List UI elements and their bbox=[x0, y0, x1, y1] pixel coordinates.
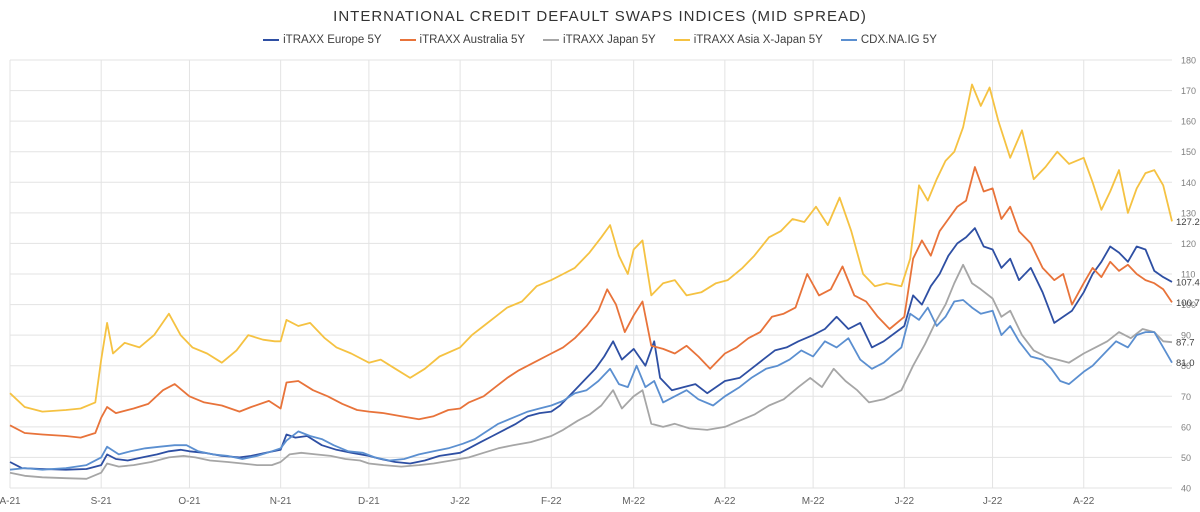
x-tick-label: M-22 bbox=[622, 496, 645, 507]
x-tick-label: J-22 bbox=[450, 496, 470, 507]
legend-item-4: iTRAXX Asia X-Japan 5Y bbox=[673, 34, 823, 46]
legend-swatch bbox=[673, 39, 690, 41]
legend-item-5: CDX.NA.IG 5Y bbox=[840, 34, 937, 46]
series-line-5 bbox=[9, 299, 1173, 471]
end-value-label-1: 107.4 bbox=[1176, 277, 1200, 288]
x-tick-label: F-22 bbox=[541, 496, 562, 507]
legend-swatch bbox=[543, 39, 560, 41]
legend-swatch bbox=[263, 39, 280, 41]
legend-label: iTRAXX Asia X-Japan 5Y bbox=[693, 34, 823, 46]
legend-label: iTRAXX Japan 5Y bbox=[563, 34, 656, 46]
legend-swatch bbox=[399, 39, 416, 41]
y-tick-label: 170 bbox=[1181, 86, 1196, 96]
x-tick-label: N-21 bbox=[270, 496, 292, 507]
x-tick-label: D-21 bbox=[358, 496, 380, 507]
y-tick-label: 130 bbox=[1181, 208, 1196, 218]
y-tick-label: 80 bbox=[1181, 361, 1191, 371]
end-value-label-4: 127.2 bbox=[1176, 217, 1200, 228]
end-value-label-5: 81.0 bbox=[1176, 358, 1195, 369]
series-line-4 bbox=[9, 83, 1173, 413]
x-tick-label: J-22 bbox=[983, 496, 1003, 507]
x-tick-label: M-22 bbox=[802, 496, 825, 507]
legend-item-1: iTRAXX Europe 5Y bbox=[263, 34, 382, 46]
legend-label: CDX.NA.IG 5Y bbox=[860, 34, 937, 46]
y-tick-label: 60 bbox=[1181, 422, 1191, 432]
end-value-label-2: 100.7 bbox=[1176, 298, 1200, 309]
y-tick-label: 40 bbox=[1181, 484, 1191, 494]
x-tick-label: S-21 bbox=[91, 496, 113, 507]
x-tick-label: O-21 bbox=[178, 496, 201, 507]
legend: iTRAXX Europe 5Y iTRAXX Australia 5Y iTRAX… bbox=[0, 34, 1200, 46]
chart-title: INTERNATIONAL CREDIT DEFAULT SWAPS INDIC… bbox=[333, 8, 867, 25]
y-tick-label: 100 bbox=[1181, 300, 1196, 310]
x-tick-label: A-22 bbox=[1073, 496, 1095, 507]
legend-item-3: iTRAXX Japan 5Y bbox=[543, 34, 656, 46]
series-line-1 bbox=[9, 227, 1173, 471]
y-tick-label: 70 bbox=[1181, 392, 1191, 402]
legend-item-2: iTRAXX Australia 5Y bbox=[399, 34, 526, 46]
y-tick-label: 110 bbox=[1181, 270, 1195, 280]
x-tick-label: J-22 bbox=[895, 496, 915, 507]
y-tick-label: 50 bbox=[1181, 453, 1191, 463]
series-line-2 bbox=[9, 166, 1173, 439]
legend-label: iTRAXX Australia 5Y bbox=[419, 34, 526, 46]
y-tick-label: 120 bbox=[1181, 239, 1196, 249]
y-tick-label: 140 bbox=[1181, 178, 1196, 188]
x-tick-label: A-21 bbox=[0, 496, 21, 507]
y-tick-label: 160 bbox=[1181, 117, 1196, 127]
legend-label: iTRAXX Europe 5Y bbox=[283, 34, 382, 46]
y-tick-label: 150 bbox=[1181, 147, 1196, 157]
series-line-3 bbox=[9, 263, 1173, 480]
legend-swatch bbox=[840, 39, 857, 41]
y-tick-label: 180 bbox=[1181, 56, 1196, 66]
y-tick-label: 90 bbox=[1181, 331, 1191, 341]
x-tick-label: A-22 bbox=[714, 496, 736, 507]
end-value-label-3: 87.7 bbox=[1176, 338, 1195, 349]
